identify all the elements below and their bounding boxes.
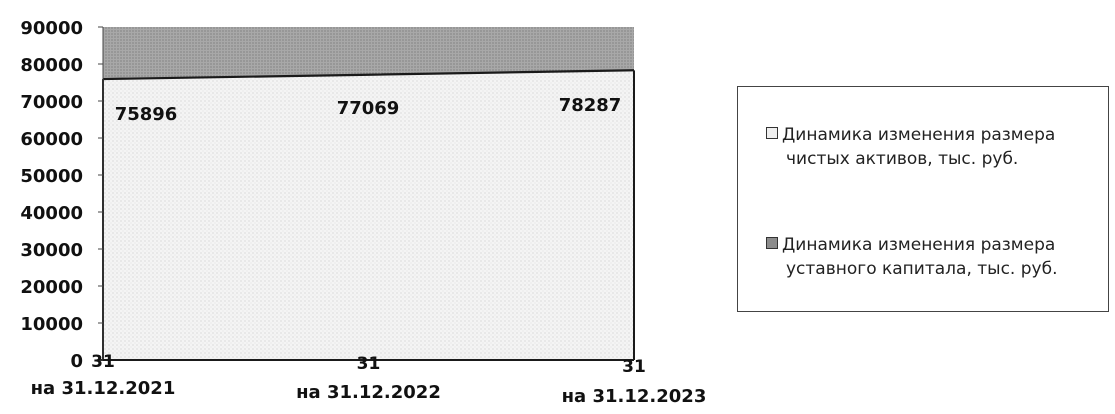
y-tick-label: 10000 bbox=[20, 314, 83, 335]
x-tick-label: на 31.12.2021 bbox=[31, 378, 176, 399]
legend-swatch-share-capital bbox=[766, 237, 778, 249]
legend-label-share-capital-line1: Динамика изменения размера bbox=[782, 235, 1056, 255]
legend-item-share-capital: Динамика изменения размера уставного кап… bbox=[766, 233, 1057, 281]
y-tick-label: 20000 bbox=[20, 277, 83, 298]
plot-background-upper bbox=[103, 27, 634, 80]
legend: Динамика изменения размера чистых активо… bbox=[737, 86, 1109, 312]
legend-label-share-capital-line2: уставного капитала, тыс. руб. bbox=[786, 259, 1058, 279]
data-label-net-assets: 77069 bbox=[337, 98, 400, 119]
x-tick-label: на 31.12.2022 bbox=[296, 382, 441, 403]
legend-label-net-assets-line2: чистых активов, тыс. руб. bbox=[786, 149, 1019, 169]
y-tick-label: 40000 bbox=[20, 203, 83, 224]
data-label-share-capital: 31 bbox=[357, 354, 381, 374]
y-tick-label: 90000 bbox=[20, 18, 83, 39]
legend-label-net-assets-line1: Динамика изменения размера bbox=[782, 125, 1056, 145]
y-tick-label: 30000 bbox=[20, 240, 83, 261]
series-line-net-assets bbox=[102, 69, 635, 81]
data-label-share-capital: 31 bbox=[622, 357, 646, 377]
y-tick-label: 80000 bbox=[20, 55, 83, 76]
series-area-net-assets bbox=[103, 70, 634, 360]
y-tick-label: 60000 bbox=[20, 129, 83, 150]
legend-item-net-assets: Динамика изменения размера чистых активо… bbox=[766, 123, 1055, 171]
y-axis-ticks: 0 10000 20000 30000 40000 50000 60000 70000 8000… bbox=[20, 18, 103, 372]
legend-swatch-net-assets bbox=[766, 127, 778, 139]
data-label-share-capital: 31 bbox=[91, 352, 115, 372]
data-labels: 75896 77069 78287 31 31 31 bbox=[91, 95, 646, 377]
x-axis-ticks: на 31.12.2021 на 31.12.2022 на 31.12.2023 bbox=[31, 378, 707, 407]
x-tick-label: на 31.12.2023 bbox=[562, 386, 707, 407]
y-tick-label: 70000 bbox=[20, 92, 83, 113]
data-label-net-assets: 78287 bbox=[559, 95, 622, 116]
y-tick-label: 50000 bbox=[20, 166, 83, 187]
y-tick-label: 0 bbox=[70, 351, 83, 372]
data-label-net-assets: 75896 bbox=[115, 104, 178, 125]
plot-area bbox=[99, 27, 635, 361]
